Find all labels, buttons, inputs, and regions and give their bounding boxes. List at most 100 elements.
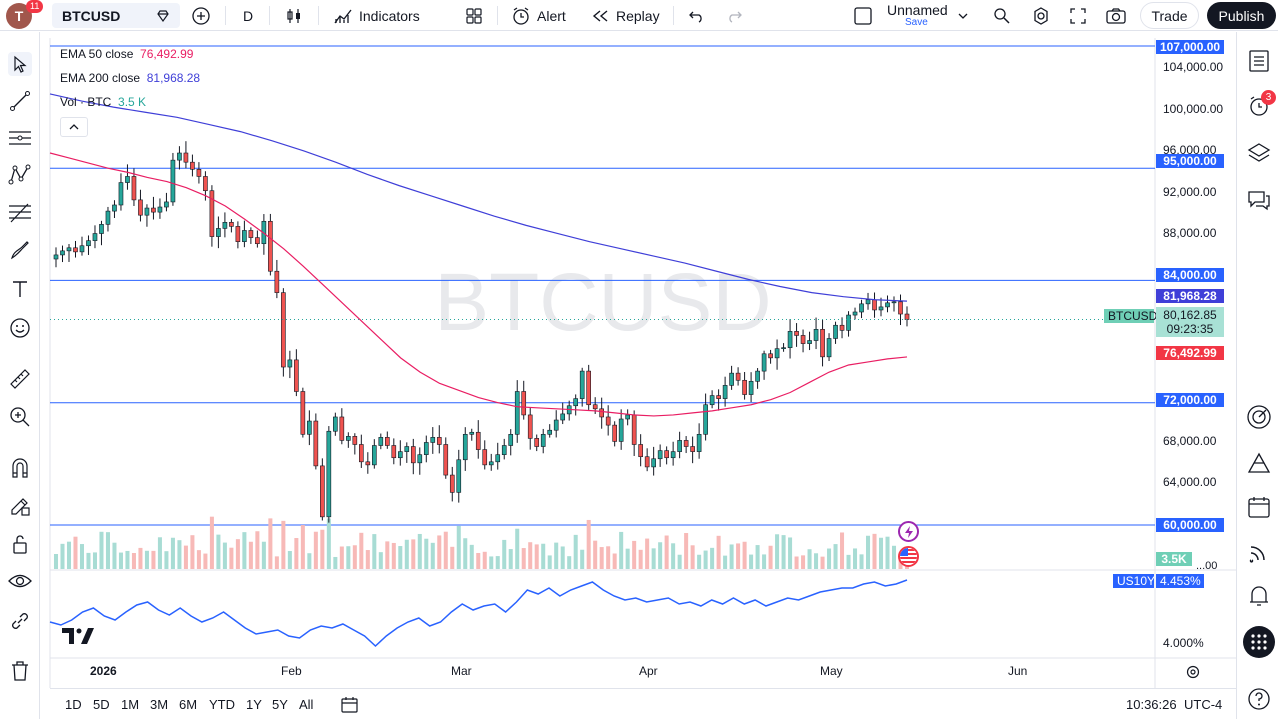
text-tool[interactable]: [8, 277, 32, 301]
candle-body: [313, 420, 319, 467]
range-6m[interactable]: 6M: [179, 697, 198, 712]
collapse-legend-button[interactable]: [60, 117, 88, 137]
layouts-button[interactable]: [465, 0, 483, 31]
volume-bar: [879, 537, 884, 569]
volume-bar: [807, 549, 812, 569]
quick-search-button[interactable]: [992, 0, 1012, 31]
drawing-mode-tool[interactable]: [8, 494, 32, 518]
lock-tool[interactable]: [8, 532, 32, 556]
tradingview-logo[interactable]: [62, 628, 94, 647]
right-sidebar: 3: [1236, 32, 1278, 719]
pattern-tool[interactable]: [8, 163, 32, 187]
fib-tool[interactable]: [8, 201, 32, 225]
calendar-button[interactable]: [1246, 494, 1272, 520]
object-tree-button[interactable]: [1246, 140, 1272, 166]
candle-body: [66, 247, 72, 252]
help-button[interactable]: [1246, 686, 1272, 712]
volume-bar: [560, 546, 565, 569]
range-3m[interactable]: 3M: [150, 697, 169, 712]
settings-button[interactable]: [1031, 0, 1051, 31]
compare-button[interactable]: [191, 0, 211, 31]
us10y-tick: 4.000%: [1163, 636, 1204, 650]
event-marker-us-flag[interactable]: [898, 546, 919, 567]
notifications-button[interactable]: [1246, 583, 1272, 609]
snapshot-button[interactable]: [1105, 0, 1127, 31]
volume-bar: [677, 554, 682, 569]
zoom-tool[interactable]: [8, 405, 32, 429]
emoji-tool[interactable]: [8, 316, 32, 340]
range-all[interactable]: All: [299, 697, 314, 712]
apps-button[interactable]: [1243, 626, 1275, 658]
volume-bar: [430, 542, 435, 569]
price-chart[interactable]: BTCUSD: [0, 0, 1236, 688]
magnet-tool[interactable]: [8, 456, 32, 480]
candle-body: [540, 433, 546, 447]
horizontal-lines-tool[interactable]: [8, 126, 32, 150]
indicators-button[interactable]: Indicators: [333, 0, 420, 31]
volume-bar: [235, 539, 240, 569]
visibility-tool[interactable]: [8, 569, 32, 593]
event-marker-lightning[interactable]: [898, 521, 919, 542]
measure-tool[interactable]: [8, 367, 32, 391]
candle-body: [475, 431, 481, 450]
volume-bar: [151, 550, 156, 569]
chart-type-button[interactable]: [285, 0, 303, 31]
ideas-button[interactable]: [1246, 450, 1272, 476]
volume-bar: [118, 552, 123, 569]
help-icon: [1248, 688, 1270, 710]
range-1y[interactable]: 1Y: [246, 697, 262, 712]
volume-legend[interactable]: Vol · BTC 3.5 K: [60, 95, 146, 109]
redo-button[interactable]: [725, 0, 743, 31]
candle-body: [397, 451, 403, 459]
candle-body: [820, 329, 825, 358]
fib-icon: [9, 203, 31, 223]
brush-tool[interactable]: [8, 238, 32, 262]
range-5d[interactable]: 5D: [93, 697, 110, 712]
ema50-legend[interactable]: EMA 50 close 76,492.99: [60, 47, 193, 61]
candle-body: [274, 270, 280, 293]
volume-bar: [846, 554, 851, 569]
watchlist-button[interactable]: [1246, 48, 1272, 74]
range-1d[interactable]: 1D: [65, 697, 82, 712]
grid-layout-icon: [466, 7, 482, 24]
chats-button[interactable]: [1246, 187, 1272, 213]
alerts-button[interactable]: [1246, 93, 1272, 119]
volume-bar: [612, 553, 617, 569]
trade-button[interactable]: Trade: [1140, 2, 1199, 29]
symbol-search[interactable]: BTCUSD: [52, 3, 180, 28]
layout-select-checkbox[interactable]: [853, 0, 873, 31]
technicals-button[interactable]: [1246, 404, 1272, 430]
goto-date-button[interactable]: [340, 696, 360, 717]
broadcast-icon: [1249, 546, 1265, 563]
candle-body: [436, 437, 442, 445]
layout-menu-button[interactable]: [957, 0, 969, 31]
level-tag: 95,000.00: [1156, 154, 1224, 168]
publish-button[interactable]: Publish: [1207, 2, 1276, 29]
range-5y[interactable]: 5Y: [272, 697, 288, 712]
timezone-button[interactable]: UTC-4: [1184, 697, 1223, 712]
volume-bar: [541, 543, 546, 569]
cursor-tool[interactable]: [8, 52, 32, 76]
fullscreen-button[interactable]: [1069, 0, 1087, 31]
axis-settings-button[interactable]: [1185, 664, 1201, 683]
ema200-legend[interactable]: EMA 200 close 81,968.28: [60, 71, 200, 85]
volume-bar: [177, 540, 182, 569]
remove-drawings-tool[interactable]: [8, 659, 32, 683]
range-ytd[interactable]: YTD: [209, 697, 235, 712]
replay-button[interactable]: Replay: [592, 0, 660, 31]
layout-name[interactable]: Unnamed Save: [887, 0, 948, 31]
interval-button[interactable]: D: [243, 0, 253, 31]
candle-body: [248, 230, 254, 238]
range-1m[interactable]: 1M: [121, 697, 140, 712]
volume-bar: [788, 537, 793, 569]
candle-body: [813, 329, 819, 341]
candle-body: [677, 440, 682, 452]
trendline-tool[interactable]: [8, 89, 32, 113]
candle-body: [462, 433, 468, 461]
streams-button[interactable]: [1246, 539, 1272, 565]
volume-bar: [573, 534, 578, 569]
link-tool[interactable]: [8, 609, 32, 633]
undo-button[interactable]: [688, 0, 706, 31]
volume-bar: [840, 532, 845, 569]
alert-button[interactable]: Alert: [511, 0, 566, 31]
